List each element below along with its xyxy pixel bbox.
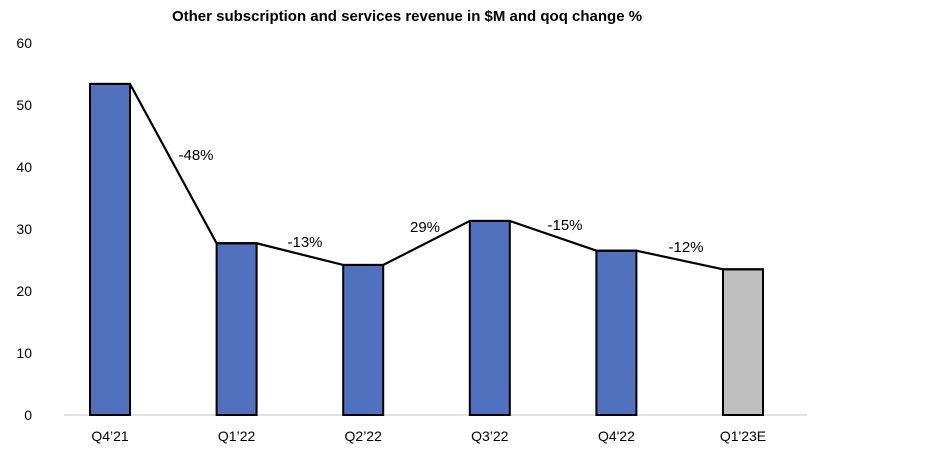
x-axis-labels: Q4’21 Q1’22 Q2’22 Q3’22 Q4'22 Q1'23E [91, 428, 766, 444]
pct-change-label: -13% [287, 234, 322, 251]
bar-4 [595, 249, 638, 416]
bar-5 [722, 268, 764, 416]
y-tick-label: 30 [16, 221, 32, 237]
x-tick-label: Q2’22 [345, 428, 383, 444]
bar-0 [89, 82, 131, 416]
y-tick-label: 20 [16, 283, 32, 299]
bar-3 [468, 219, 511, 416]
y-tick-label: 50 [16, 97, 32, 113]
pct-change-label: -15% [547, 217, 582, 234]
x-tick-label: Q4'22 [598, 428, 635, 444]
y-tick-label: 60 [16, 35, 32, 51]
bars [89, 82, 764, 416]
bar-2 [342, 263, 385, 416]
x-tick-label: Q3’22 [471, 428, 509, 444]
y-tick-label: 0 [24, 407, 32, 423]
y-tick-label: 10 [16, 345, 32, 361]
pct-change-label: -12% [668, 239, 703, 256]
trend-line [90, 82, 763, 271]
y-axis: 0 10 20 30 40 50 60 [16, 35, 32, 423]
pct-change-label: -48% [178, 147, 213, 164]
x-tick-label: Q4’21 [91, 428, 129, 444]
x-tick-label: Q1’22 [218, 428, 256, 444]
bar-1 [215, 242, 258, 416]
x-tick-label: Q1'23E [720, 428, 766, 444]
pct-change-labels: -48% -13% 29% -15% -12% [178, 147, 703, 256]
pct-change-label: 29% [410, 219, 440, 236]
y-tick-label: 40 [16, 159, 32, 175]
chart-title: Other subscription and services revenue … [172, 8, 642, 25]
